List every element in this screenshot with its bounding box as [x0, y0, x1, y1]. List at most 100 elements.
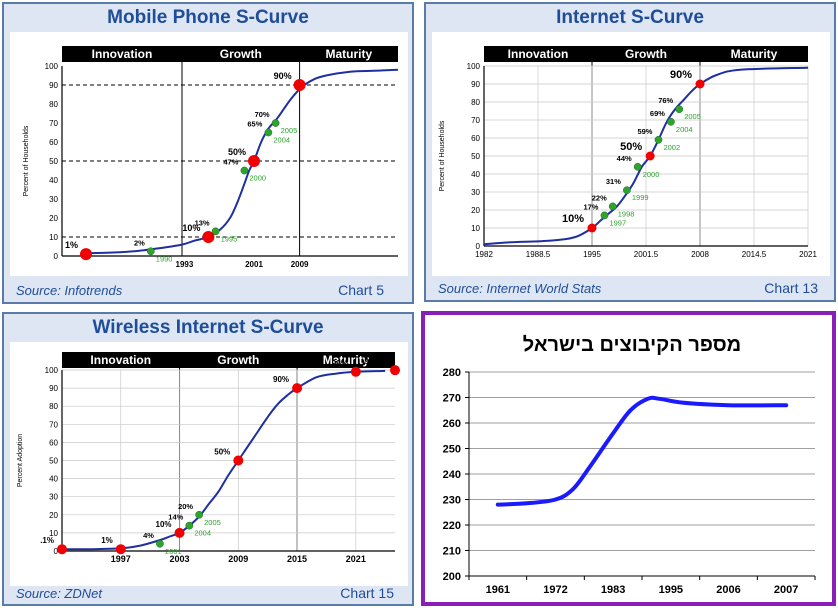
- x-tick-label: 2014.5: [742, 250, 767, 259]
- year-label: 2005: [204, 518, 221, 527]
- phase-label: Growth: [217, 353, 259, 367]
- phase-label: Maturity: [323, 353, 370, 367]
- chart-source: Source: Infotrends: [16, 283, 123, 298]
- y-tick-label: 30: [49, 493, 58, 502]
- phase-label: Maturity: [731, 47, 778, 61]
- red-milestone-point: [695, 79, 705, 89]
- green-data-point: [675, 105, 684, 114]
- y-tick-label: 50: [49, 157, 58, 166]
- x-tick-label: 1982: [475, 250, 493, 259]
- y-tick-label: 100: [467, 62, 481, 71]
- internet-s-curve-panel: Internet S-Curve Innovation Growth Maturit…: [424, 2, 836, 302]
- green-data-point: [667, 117, 675, 126]
- wireless-s-curve-panel: Wireless Internet S-Curve Innovation Grow…: [2, 312, 414, 606]
- y-tick-label: 230: [443, 495, 461, 507]
- phase-label: Maturity: [325, 47, 372, 61]
- green-data-point: [195, 510, 203, 519]
- y-tick-label: 50: [49, 457, 58, 466]
- green-data-point: [633, 162, 642, 171]
- internet-s-curve-chart: Innovation Growth Maturity 0 10 20 30 40 50 60 70 8…: [432, 32, 830, 276]
- y-tick-label: 20: [49, 214, 58, 223]
- milestone-label: 99%: [332, 359, 348, 368]
- y-tick-label: 40: [49, 475, 58, 484]
- chart-title: Wireless Internet S-Curve: [92, 317, 324, 338]
- x-tick-label: 2008: [691, 250, 709, 259]
- milestone-label: 10%: [182, 223, 200, 233]
- y-tick-label: 80: [49, 402, 58, 411]
- milestone-label: 50%: [214, 448, 230, 457]
- percent-label: 4%: [143, 531, 154, 540]
- y-tick-label: 20: [49, 511, 58, 520]
- y-tick-label: 200: [443, 571, 461, 583]
- y-axis-label: Percent Adoption: [17, 434, 24, 487]
- x-tick-label: 2009: [291, 260, 309, 269]
- red-milestone-point: [57, 544, 67, 555]
- percent-label: 2%: [134, 238, 145, 247]
- phase-header-bar: [484, 46, 808, 62]
- percent-label: 47%: [223, 158, 238, 167]
- y-axis-label: Percent of Households: [439, 120, 446, 191]
- y-tick-label: 90: [49, 384, 58, 393]
- percent-label: 59%: [637, 127, 652, 136]
- green-data-point: [185, 521, 194, 530]
- green-data-point: [146, 247, 155, 256]
- year-label: 1998: [618, 209, 635, 218]
- year-label: 2005: [684, 112, 701, 121]
- year-label: 2002: [663, 143, 680, 152]
- y-tick-label: 30: [49, 195, 58, 204]
- y-tick-label: 0: [54, 252, 59, 261]
- phase-label: Growth: [625, 47, 667, 61]
- phase-label: Growth: [220, 47, 262, 61]
- kibbutz-count-line: [495, 395, 789, 507]
- y-tick-label: 60: [471, 134, 480, 143]
- milestone-label: 50%: [620, 141, 642, 153]
- y-tick-label: 270: [443, 393, 461, 405]
- y-tick-label: 90: [471, 80, 480, 89]
- percent-label: 22%: [592, 193, 607, 202]
- percent-label: 69%: [650, 109, 665, 118]
- mobile-s-curve-panel: Mobile Phone S-Curve Innovation Growth Mat…: [2, 2, 414, 304]
- y-tick-label: 40: [49, 176, 58, 185]
- red-milestone-point: [80, 248, 92, 261]
- milestone-label: 1%: [101, 536, 113, 545]
- milestone-label: 10%: [562, 213, 584, 225]
- s-curve-line: [61, 369, 386, 551]
- y-tick-label: 210: [443, 546, 461, 558]
- y-tick-label: 70: [471, 116, 480, 125]
- x-tick-label: 1983: [601, 584, 625, 596]
- x-tick-label: 1995: [583, 250, 601, 259]
- green-data-point: [240, 166, 249, 175]
- chart-title: Internet S-Curve: [556, 7, 704, 28]
- green-data-point: [264, 128, 273, 137]
- wireless-s-curve-chart: Innovation Growth Maturity 0 10 20 30 40 50 60 70 8…: [10, 342, 408, 586]
- percent-label: 31%: [606, 177, 621, 186]
- y-tick-label: 60: [49, 138, 58, 147]
- y-tick-label: 220: [443, 520, 461, 532]
- kibbutz-count-chart: מספר הקיבוצים בישראל 200 210 220 230 240 250 26…: [443, 334, 816, 596]
- percent-label: 17%: [583, 202, 598, 211]
- chart-number: Chart 15: [340, 585, 394, 601]
- year-label: 1999: [632, 193, 649, 202]
- green-data-point: [156, 539, 164, 548]
- red-milestone-point: [350, 366, 361, 377]
- milestone-label: 1%: [65, 240, 78, 250]
- phase-label: Innovation: [92, 47, 153, 61]
- phase-header-bar: [62, 46, 398, 62]
- y-tick-label: 70: [49, 119, 58, 128]
- x-tick-label: 1993: [176, 260, 194, 269]
- milestone-label: 90%: [273, 375, 289, 384]
- y-axis-label: Percent of Households: [23, 125, 30, 196]
- x-tick-label: 1988.5: [526, 250, 551, 259]
- y-tick-label: 90: [49, 81, 58, 90]
- y-tick-label: 60: [49, 438, 58, 447]
- y-tick-label: 10: [49, 529, 58, 538]
- y-tick-label: 100: [45, 366, 59, 375]
- year-label: 1990: [156, 254, 173, 263]
- phase-header-bar: [62, 352, 395, 368]
- s-curve-line: [85, 68, 399, 255]
- red-milestone-point: [202, 231, 215, 243]
- red-milestone-point: [233, 455, 244, 466]
- percent-label: 70%: [255, 110, 270, 119]
- y-tick-label: 280: [443, 367, 461, 379]
- year-label: 1995: [221, 234, 238, 243]
